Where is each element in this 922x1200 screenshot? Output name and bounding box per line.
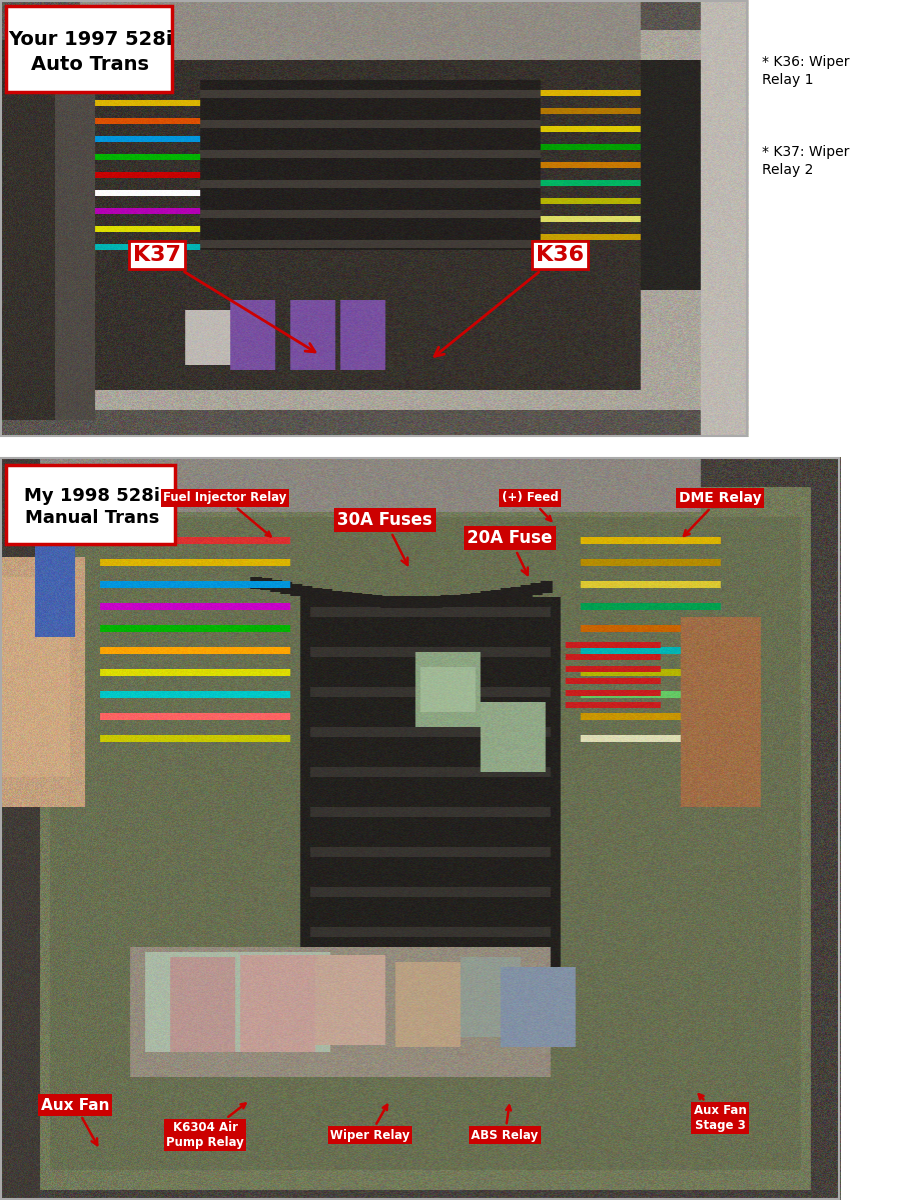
- Text: (+) Feed: (+) Feed: [502, 492, 559, 521]
- Text: * K36: Wiper
Relay 1: * K36: Wiper Relay 1: [762, 55, 849, 88]
- Text: Aux Fan: Aux Fan: [41, 1098, 109, 1145]
- Text: K37: K37: [133, 245, 315, 352]
- Text: Your 1997 528i
Auto Trans: Your 1997 528i Auto Trans: [7, 30, 172, 73]
- Text: K36: K36: [434, 245, 584, 356]
- Text: ABS Relay: ABS Relay: [471, 1105, 538, 1141]
- Text: DME Relay: DME Relay: [679, 491, 762, 536]
- FancyBboxPatch shape: [6, 6, 172, 92]
- Text: * K37: Wiper
Relay 2: * K37: Wiper Relay 2: [762, 145, 849, 178]
- Text: 30A Fuses: 30A Fuses: [337, 511, 432, 565]
- Text: K6304 Air
Pump Relay: K6304 Air Pump Relay: [166, 1104, 245, 1150]
- FancyBboxPatch shape: [6, 464, 175, 544]
- Text: 20A Fuse: 20A Fuse: [467, 529, 552, 575]
- Text: Aux Fan
Stage 3: Aux Fan Stage 3: [693, 1094, 747, 1132]
- Text: Fuel Injector Relay: Fuel Injector Relay: [163, 492, 287, 536]
- Text: Wiper Relay: Wiper Relay: [330, 1105, 410, 1141]
- Text: My 1998 528i
Manual Trans: My 1998 528i Manual Trans: [24, 486, 160, 528]
